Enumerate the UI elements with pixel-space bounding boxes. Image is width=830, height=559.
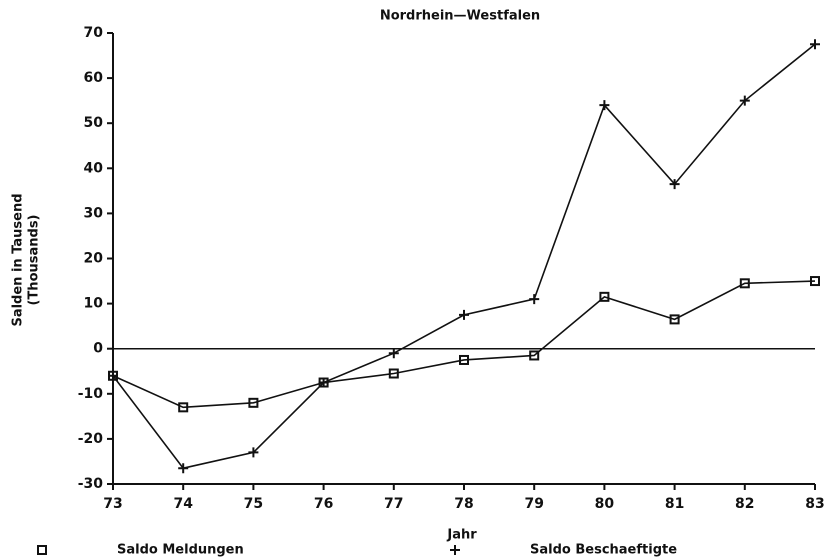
y-axis-label: Salden in Tausend — [11, 193, 26, 326]
x-tick-label: 73 — [103, 496, 122, 512]
x-tick-label: 75 — [244, 496, 263, 512]
point-marker — [739, 278, 750, 289]
point-marker — [248, 397, 259, 408]
x-axis-label: Jahr — [446, 528, 477, 543]
y-tick-label: 20 — [84, 251, 104, 267]
point-marker — [810, 39, 820, 50]
point-marker — [108, 370, 118, 381]
point-marker — [459, 309, 469, 320]
x-tick-label: 82 — [735, 496, 754, 512]
point-marker — [810, 276, 820, 287]
legend-marker — [450, 545, 460, 555]
point-marker — [318, 377, 329, 388]
y-tick-label: 30 — [84, 205, 104, 221]
point-marker — [459, 354, 469, 365]
y-tick-label: 0 — [93, 341, 103, 357]
x-tick-label: 78 — [454, 496, 473, 512]
y-tick-label: -10 — [78, 386, 104, 402]
point-marker — [388, 368, 399, 379]
x-tick-label: 74 — [173, 496, 193, 512]
point-marker — [599, 291, 610, 302]
point-marker — [739, 95, 750, 106]
legend-marker — [37, 545, 47, 555]
x-tick-label: 80 — [595, 496, 615, 512]
point-marker — [529, 350, 540, 361]
y-tick-label: -20 — [78, 431, 104, 447]
x-tick-label: 79 — [524, 496, 543, 512]
series-line — [112, 280, 816, 409]
point-marker — [669, 314, 680, 325]
y-tick-label: 40 — [84, 160, 104, 176]
point-marker — [529, 294, 540, 305]
y-tick-label: 70 — [84, 25, 104, 41]
legend-label: Saldo Beschaeftigte — [530, 543, 677, 558]
point-marker — [599, 100, 610, 111]
point-marker — [388, 348, 399, 359]
point-marker — [248, 447, 259, 458]
y-tick-label: 10 — [84, 296, 104, 312]
x-tick-label: 76 — [314, 496, 333, 512]
point-marker — [669, 179, 680, 190]
x-tick-label: 83 — [805, 496, 824, 512]
y-tick-label: -30 — [78, 476, 104, 492]
y-tick-label: 50 — [84, 115, 104, 131]
point-marker — [178, 463, 189, 474]
x-tick-label: 77 — [384, 496, 403, 512]
point-marker — [178, 402, 189, 413]
y-axis-label: (Thousands) — [27, 215, 42, 306]
y-tick-label: 60 — [84, 70, 104, 86]
legend-label: Saldo Meldungen — [117, 543, 244, 558]
x-tick-label: 81 — [665, 496, 684, 512]
chart-subtitle: Nordrhein—Westfalen — [380, 9, 540, 24]
